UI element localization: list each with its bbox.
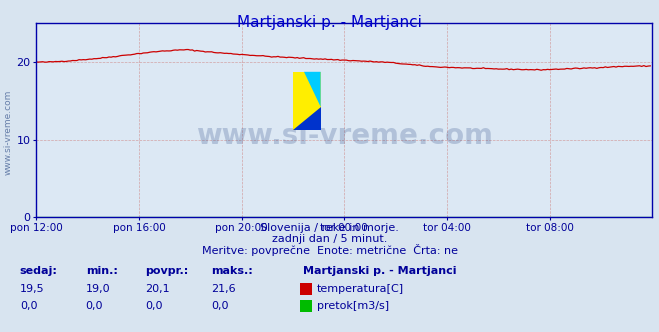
- Text: Slovenija / reke in morje.: Slovenija / reke in morje.: [260, 223, 399, 233]
- Polygon shape: [304, 72, 321, 107]
- Text: min.:: min.:: [86, 266, 117, 276]
- Text: pretok[m3/s]: pretok[m3/s]: [317, 301, 389, 311]
- Text: temperatura[C]: temperatura[C]: [317, 284, 404, 294]
- Text: povpr.:: povpr.:: [145, 266, 188, 276]
- Text: Martjanski p. - Martjanci: Martjanski p. - Martjanci: [237, 15, 422, 30]
- Text: 0,0: 0,0: [20, 301, 38, 311]
- Text: www.si-vreme.com: www.si-vreme.com: [3, 90, 13, 176]
- Text: maks.:: maks.:: [211, 266, 252, 276]
- Text: 0,0: 0,0: [86, 301, 103, 311]
- Text: 20,1: 20,1: [145, 284, 169, 294]
- Text: www.si-vreme.com: www.si-vreme.com: [196, 122, 493, 150]
- Polygon shape: [293, 107, 321, 130]
- Text: 0,0: 0,0: [145, 301, 163, 311]
- Text: Martjanski p. - Martjanci: Martjanski p. - Martjanci: [303, 266, 457, 276]
- Text: sedaj:: sedaj:: [20, 266, 57, 276]
- Bar: [293, 72, 321, 130]
- Text: 21,6: 21,6: [211, 284, 235, 294]
- Text: zadnji dan / 5 minut.: zadnji dan / 5 minut.: [272, 234, 387, 244]
- Text: 19,5: 19,5: [20, 284, 44, 294]
- Text: 0,0: 0,0: [211, 301, 229, 311]
- Text: Meritve: povprečne  Enote: metrične  Črta: ne: Meritve: povprečne Enote: metrične Črta:…: [202, 244, 457, 256]
- Text: 19,0: 19,0: [86, 284, 110, 294]
